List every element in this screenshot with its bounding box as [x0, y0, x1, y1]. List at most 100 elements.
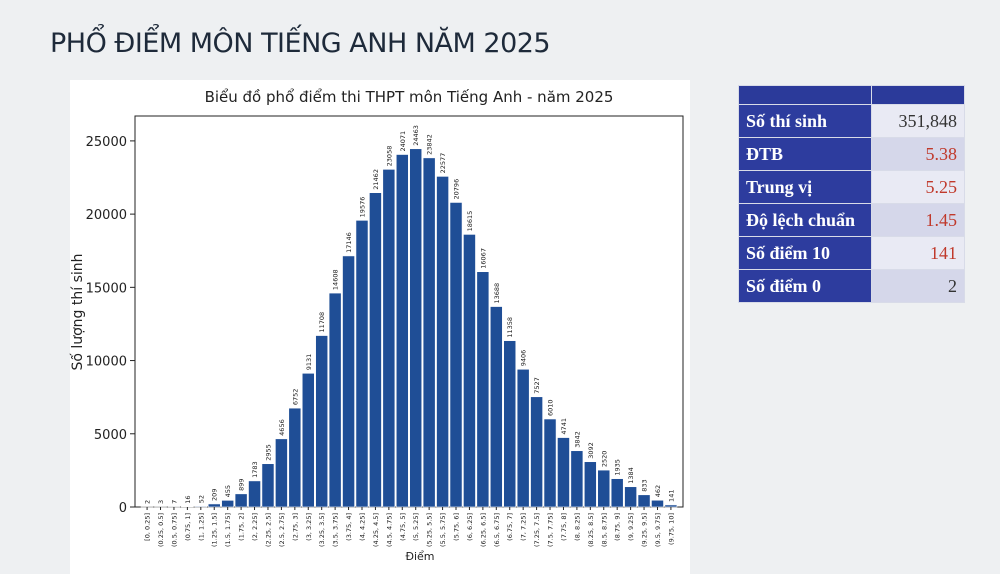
x-tick-label: (0.5, 0.75] [170, 513, 178, 547]
value-label: 6752 [291, 389, 299, 406]
x-tick-label: (4, 4.25] [358, 513, 366, 541]
value-label: 18615 [466, 211, 474, 232]
stat-value: 141 [871, 236, 965, 270]
bar [583, 461, 597, 508]
bar [369, 192, 382, 508]
x-tick-label: (5, 5.25] [412, 513, 420, 541]
x-tick-label: (1.5, 1.75] [224, 513, 232, 547]
x-tick-label: (4.25, 4.5] [372, 513, 380, 547]
bar [382, 169, 396, 508]
stat-value: 2 [871, 269, 965, 303]
bar [476, 271, 490, 508]
bar [261, 463, 275, 508]
x-tick-label: (0.75, 1] [184, 513, 192, 541]
y-tick-label: 0 [119, 501, 127, 516]
y-tick-label: 15000 [86, 281, 127, 296]
bar [355, 220, 369, 508]
bar [234, 493, 248, 508]
x-tick-label: (9, 9.25] [627, 513, 635, 541]
value-label: 21462 [372, 169, 380, 190]
value-label: 2520 [600, 451, 608, 468]
value-label: 9131 [305, 354, 313, 371]
bar [248, 480, 261, 508]
value-label: 13688 [493, 283, 501, 304]
x-tick-label: (6.25, 6.5] [479, 513, 487, 547]
bar [530, 396, 543, 508]
stat-value: 5.38 [871, 137, 965, 171]
table-row: ĐTB 5.38 [738, 137, 965, 171]
x-tick-label: (2.75, 3] [291, 513, 299, 541]
x-tick-label: (3.25, 3.5] [318, 513, 326, 547]
stat-value: 351,848 [871, 104, 965, 138]
bar [624, 486, 637, 508]
bar [651, 499, 664, 508]
value-label: 209 [211, 489, 219, 501]
header-cell [871, 85, 965, 105]
value-label: 2955 [264, 444, 272, 461]
header-cell [738, 85, 872, 105]
x-tick-label: (5.5, 5.75] [439, 513, 447, 547]
x-tick-label: (7.5, 7.75] [547, 513, 555, 547]
bar [422, 157, 436, 508]
x-tick-label: (0.25, 0.5] [157, 513, 165, 547]
x-tick-label: (1, 1.25] [197, 513, 205, 541]
value-label: 20796 [453, 179, 461, 200]
stat-label: Độ lệch chuẩn [738, 203, 872, 237]
value-label: 6010 [547, 399, 555, 416]
bar [610, 478, 624, 508]
value-label: 7527 [533, 377, 541, 394]
x-tick-label: (6.5, 6.75] [493, 513, 501, 547]
stat-label: Số thí sinh [738, 104, 872, 138]
slide-title: PHỔ ĐIỂM MÔN TIẾNG ANH NĂM 2025 [50, 28, 551, 59]
table-row: Trung vị 5.25 [738, 170, 965, 204]
bar [194, 505, 208, 508]
value-label: 24071 [399, 131, 407, 152]
table-header [738, 85, 965, 105]
stat-value: 1.45 [871, 203, 965, 237]
x-tick-label: (1.25, 1.5] [211, 513, 219, 547]
value-label: 16067 [479, 248, 487, 269]
x-tick-label: [0, 0.25] [144, 513, 152, 541]
bar [503, 340, 517, 508]
value-label: 1783 [251, 461, 259, 478]
value-label: 462 [654, 485, 662, 497]
x-tick-label: (2.25, 2.5] [264, 513, 272, 547]
bar [543, 418, 557, 508]
x-tick-label: (6, 6.25] [466, 513, 474, 541]
y-axis-label: Số lượng thí sinh [69, 253, 86, 370]
x-tick-label: (7.25, 7.5] [533, 513, 541, 547]
stat-label: Số điểm 0 [738, 269, 872, 303]
table-row: Số thí sinh 351,848 [738, 104, 965, 138]
x-tick-label: (3.75, 4] [345, 513, 353, 541]
value-label: 2 [144, 500, 152, 504]
bar [221, 500, 235, 508]
value-label: 52 [197, 495, 205, 503]
value-label: 833 [641, 479, 649, 491]
value-label: 141 [667, 490, 675, 502]
value-label: 11708 [318, 312, 326, 333]
x-tick-label: (4.75, 5] [399, 513, 407, 541]
x-tick-label: (7, 7.25] [520, 513, 528, 541]
x-tick-label: (4.5, 4.75] [385, 513, 393, 547]
value-label: 3842 [573, 431, 581, 448]
bar [409, 148, 423, 508]
value-label: 1935 [614, 459, 622, 476]
value-label: 14608 [332, 269, 340, 290]
x-tick-label: (8.25, 8.5] [587, 513, 595, 547]
stat-label: ĐTB [738, 137, 872, 171]
bar [328, 292, 342, 508]
x-tick-label: (2, 2.25] [251, 513, 259, 541]
bar [342, 255, 355, 508]
x-tick-label: (9.5, 9.75] [654, 513, 662, 547]
y-tick-label: 25000 [86, 135, 127, 150]
x-tick-label: (5.75, 6] [453, 513, 461, 541]
value-label: 17146 [345, 232, 353, 253]
value-label: 24463 [412, 125, 420, 146]
x-tick-label: (8.75, 9] [614, 513, 622, 541]
bar [557, 437, 570, 508]
bar [315, 335, 329, 508]
x-tick-label: (5.25, 5.5] [426, 513, 434, 547]
value-label: 1384 [627, 467, 635, 484]
